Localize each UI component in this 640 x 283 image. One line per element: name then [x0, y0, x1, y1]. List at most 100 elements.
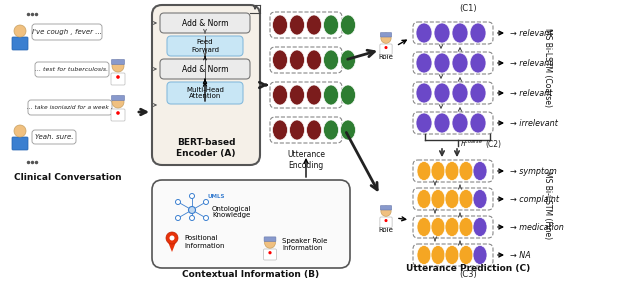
Ellipse shape [434, 83, 450, 103]
FancyBboxPatch shape [380, 217, 392, 228]
Circle shape [116, 75, 120, 79]
Ellipse shape [307, 15, 321, 35]
Text: Ontological
Knowledge: Ontological Knowledge [212, 205, 252, 218]
Ellipse shape [340, 50, 355, 70]
Circle shape [112, 60, 124, 72]
FancyBboxPatch shape [413, 160, 493, 182]
FancyBboxPatch shape [111, 73, 125, 85]
Text: Positional
Information: Positional Information [184, 235, 225, 248]
Circle shape [175, 200, 180, 205]
Text: → complaint: → complaint [510, 194, 559, 203]
Ellipse shape [289, 120, 305, 140]
Ellipse shape [323, 15, 339, 35]
Ellipse shape [417, 190, 431, 209]
Ellipse shape [470, 53, 486, 73]
Text: MS Bi-LSTM (Coarse): MS Bi-LSTM (Coarse) [543, 27, 552, 106]
Ellipse shape [323, 50, 339, 70]
FancyBboxPatch shape [380, 33, 392, 37]
FancyBboxPatch shape [32, 130, 76, 144]
Ellipse shape [289, 50, 305, 70]
Text: (C3): (C3) [459, 271, 477, 280]
FancyBboxPatch shape [264, 249, 276, 260]
Ellipse shape [340, 15, 355, 35]
Polygon shape [168, 242, 176, 252]
Ellipse shape [473, 190, 487, 209]
Ellipse shape [445, 218, 459, 237]
Ellipse shape [323, 120, 339, 140]
Circle shape [381, 206, 391, 216]
Ellipse shape [416, 53, 432, 73]
Circle shape [381, 33, 391, 43]
Circle shape [189, 194, 195, 198]
FancyBboxPatch shape [413, 216, 493, 238]
Text: → relevant: → relevant [510, 59, 552, 68]
Ellipse shape [431, 162, 445, 181]
FancyBboxPatch shape [270, 12, 342, 38]
Text: → relevant: → relevant [510, 89, 552, 98]
Ellipse shape [273, 85, 287, 105]
Circle shape [204, 215, 209, 220]
Text: Utterance Prediction (C): Utterance Prediction (C) [406, 263, 530, 273]
Circle shape [264, 237, 275, 248]
FancyBboxPatch shape [167, 82, 243, 104]
Text: Add & Norm: Add & Norm [182, 65, 228, 74]
FancyBboxPatch shape [167, 36, 243, 56]
Ellipse shape [289, 15, 305, 35]
Ellipse shape [417, 218, 431, 237]
Ellipse shape [434, 23, 450, 43]
FancyBboxPatch shape [413, 188, 493, 210]
Text: UMLS: UMLS [208, 194, 225, 198]
Text: → medication: → medication [510, 222, 564, 231]
Ellipse shape [434, 53, 450, 73]
Circle shape [189, 207, 195, 213]
Text: (C1): (C1) [459, 3, 477, 12]
Text: → NA: → NA [510, 250, 531, 260]
Ellipse shape [470, 113, 486, 133]
FancyBboxPatch shape [12, 137, 28, 150]
FancyBboxPatch shape [160, 59, 250, 79]
FancyBboxPatch shape [35, 62, 109, 77]
Ellipse shape [445, 245, 459, 265]
FancyBboxPatch shape [111, 109, 125, 121]
Circle shape [14, 25, 26, 37]
Ellipse shape [459, 218, 473, 237]
FancyBboxPatch shape [12, 37, 28, 50]
Ellipse shape [417, 245, 431, 265]
FancyBboxPatch shape [264, 237, 276, 241]
Text: Contextual Information (B): Contextual Information (B) [182, 269, 319, 278]
FancyBboxPatch shape [413, 82, 493, 104]
Text: ... take isoniazid for a week .: ... take isoniazid for a week . [27, 105, 113, 110]
FancyBboxPatch shape [413, 244, 493, 266]
Ellipse shape [307, 120, 321, 140]
Ellipse shape [307, 50, 321, 70]
Ellipse shape [445, 162, 459, 181]
Text: Role: Role [379, 227, 394, 233]
Ellipse shape [416, 23, 432, 43]
Text: $h^{coarse}$: $h^{coarse}$ [460, 139, 483, 149]
Text: → relevant: → relevant [510, 29, 552, 38]
FancyBboxPatch shape [380, 44, 392, 55]
FancyBboxPatch shape [160, 13, 250, 33]
Text: Add & Norm: Add & Norm [182, 18, 228, 27]
Circle shape [268, 251, 271, 254]
Circle shape [166, 232, 178, 244]
FancyBboxPatch shape [413, 112, 493, 134]
Text: Speaker Role
Information: Speaker Role Information [282, 237, 328, 250]
FancyBboxPatch shape [111, 95, 125, 100]
Ellipse shape [416, 113, 432, 133]
Text: Clinical Conversation: Clinical Conversation [14, 173, 122, 183]
Text: MS Bi-LSTM (Fine): MS Bi-LSTM (Fine) [543, 171, 552, 239]
FancyBboxPatch shape [380, 206, 392, 210]
Ellipse shape [470, 83, 486, 103]
FancyBboxPatch shape [270, 47, 342, 73]
Ellipse shape [323, 85, 339, 105]
Ellipse shape [273, 120, 287, 140]
FancyBboxPatch shape [152, 5, 260, 165]
Ellipse shape [431, 190, 445, 209]
Ellipse shape [416, 83, 432, 103]
Circle shape [116, 111, 120, 115]
Circle shape [189, 215, 195, 220]
Circle shape [175, 215, 180, 220]
Circle shape [170, 235, 175, 241]
Circle shape [385, 219, 388, 222]
